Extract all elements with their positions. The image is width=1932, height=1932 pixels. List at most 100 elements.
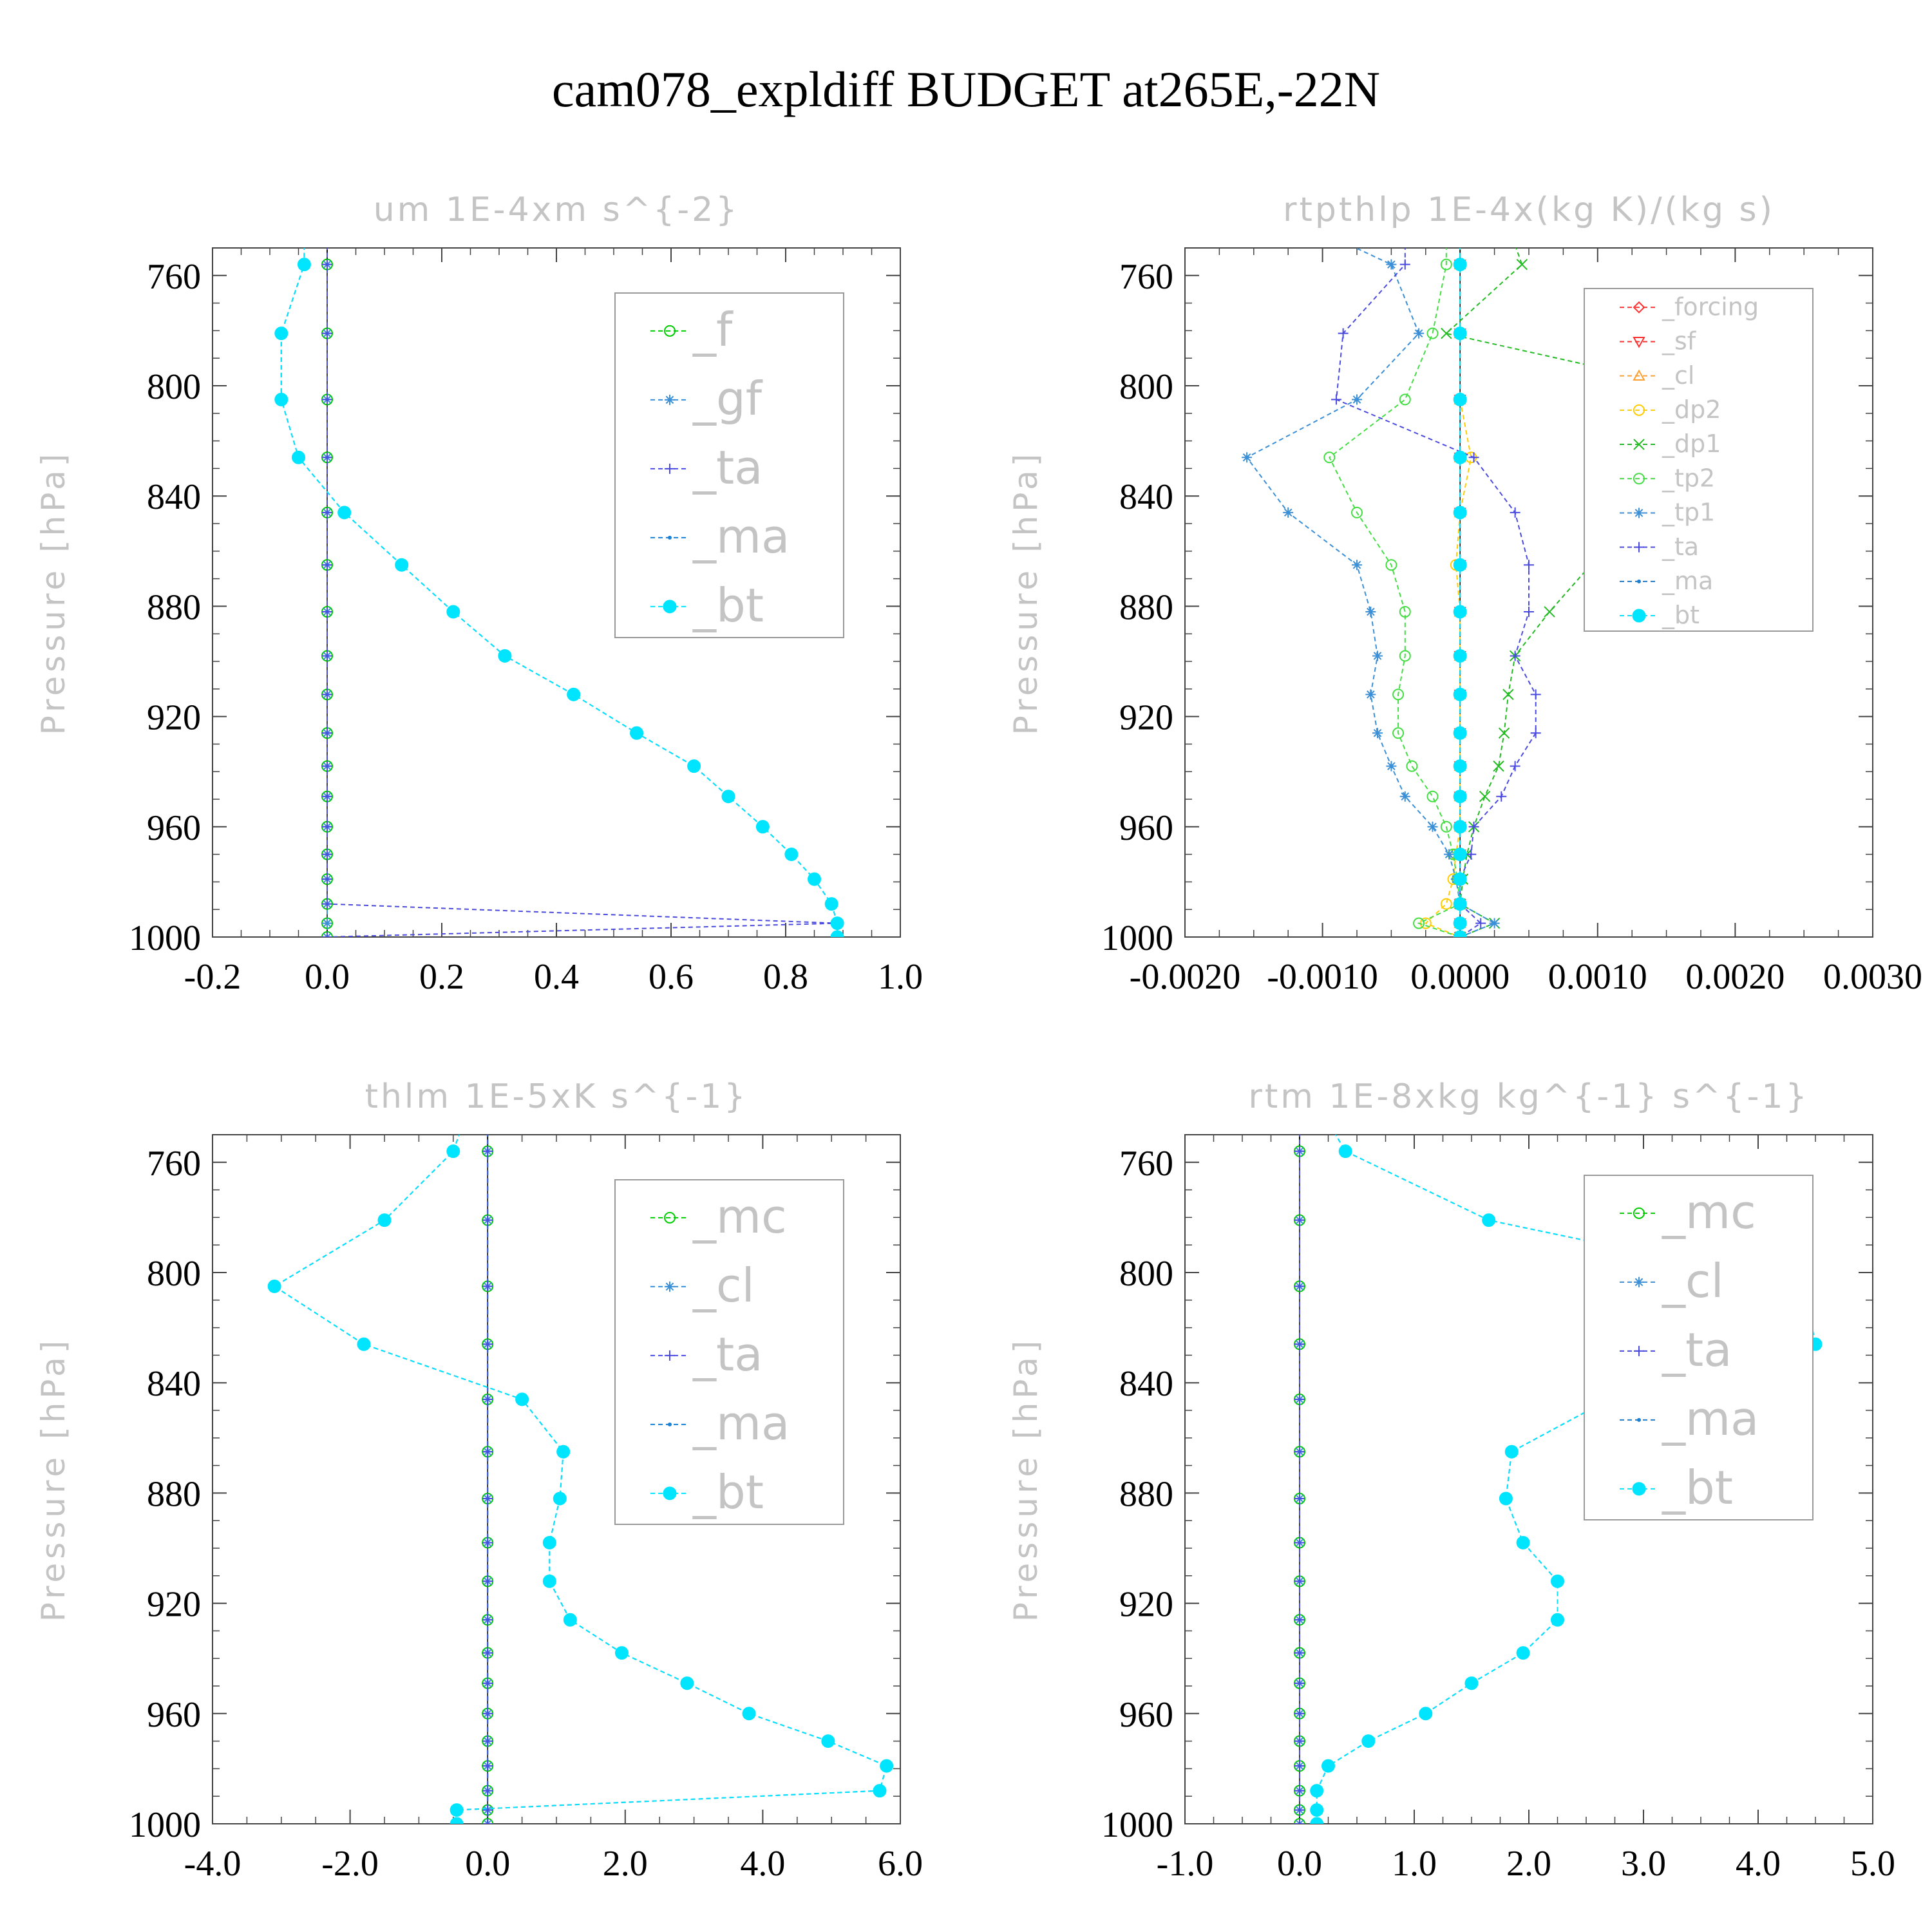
point-bt <box>446 605 460 619</box>
y-axis-label: Pressure [hPa] <box>35 1337 72 1622</box>
x-tick-label: 1.0 <box>1392 1844 1437 1884</box>
x-tick-label: 2.0 <box>1506 1844 1551 1884</box>
point-tp2 <box>1392 727 1405 739</box>
point-dp1 <box>1441 327 1452 339</box>
legend-label: _forcing <box>1662 292 1759 321</box>
series-line-dp2 <box>1424 248 1472 937</box>
point-bt <box>1453 258 1467 272</box>
point-tp1 <box>1372 650 1383 661</box>
point-bt <box>1361 1734 1376 1748</box>
legend-label: _bt <box>1662 601 1700 629</box>
x-tick-label: -2.0 <box>321 1844 379 1884</box>
y-axis-label: Pressure [hPa] <box>1007 450 1045 735</box>
y-tick-label: 1000 <box>1101 918 1173 958</box>
point-ta <box>482 1493 493 1504</box>
point-tp2 <box>1426 327 1439 339</box>
point-tp2 <box>1399 650 1411 662</box>
y-tick-label: 840 <box>147 1364 201 1404</box>
point-dp1 <box>1498 727 1510 739</box>
series-group <box>1242 248 1772 937</box>
point-bt <box>1453 759 1467 773</box>
point-bt <box>395 558 409 572</box>
legend-marker-ma <box>668 1422 672 1426</box>
x-tick-label: 0.0 <box>305 957 350 997</box>
x-tick-label: 4.0 <box>1736 1844 1781 1884</box>
point-dp1 <box>1479 791 1491 802</box>
point-bt <box>830 916 844 931</box>
panels: um 1E-4xm s^{-2} Pressure [hPa] -0.2 0.0 0.2… <box>35 191 1922 1884</box>
y-tick-label: 800 <box>147 1254 201 1294</box>
point-ta <box>1510 650 1520 661</box>
legend-label: _dp1 <box>1662 430 1721 458</box>
x-tick-label: 2.0 <box>603 1844 648 1884</box>
y-tick-label: 960 <box>1119 1695 1173 1735</box>
point-bt <box>274 327 289 341</box>
point-ta <box>1399 259 1410 270</box>
point-ta <box>1294 1678 1305 1689</box>
point-ta <box>1294 1761 1305 1772</box>
point-ta <box>482 1339 493 1350</box>
point-bt <box>808 872 821 886</box>
point-tp2 <box>1392 688 1405 701</box>
legend-label: _ma <box>692 509 790 564</box>
panel-title: um 1E-4xm s^{-2} <box>374 191 740 229</box>
point-ta <box>482 1736 493 1747</box>
point-bt <box>1504 1444 1519 1459</box>
legend-marker-tp1 <box>1634 507 1644 518</box>
legend-marker-dp1 <box>1633 439 1645 450</box>
point-ta <box>1294 1281 1305 1292</box>
point-bt <box>542 1574 556 1588</box>
point-bt <box>357 1337 371 1351</box>
point-bt <box>742 1707 756 1721</box>
point-ta <box>1294 1647 1305 1658</box>
legend-label: _ma <box>1662 1392 1759 1446</box>
point-ta <box>1468 452 1479 463</box>
legend-label: _bt <box>692 578 764 632</box>
series-line-tp1 <box>1245 248 1496 937</box>
point-tp2 <box>1351 506 1363 518</box>
point-ta <box>322 560 332 571</box>
point-ta <box>1475 918 1486 929</box>
point-bt <box>542 1535 556 1549</box>
point-bt <box>680 1676 694 1690</box>
point-ta <box>1510 507 1520 518</box>
point-ta <box>482 1678 493 1689</box>
legend-marker-mc <box>1633 1207 1645 1219</box>
legend-label: _ta <box>1662 1323 1732 1377</box>
point-bt <box>1482 1213 1496 1227</box>
point-bt <box>1453 916 1467 931</box>
x-tick-label: 6.0 <box>878 1844 923 1884</box>
point-ta <box>1294 1708 1305 1719</box>
point-bt <box>267 1279 281 1293</box>
point-bt <box>1551 1574 1564 1588</box>
legend-label: _sf <box>1662 327 1697 355</box>
point-ta <box>322 507 332 518</box>
legend-marker-ta <box>665 463 675 474</box>
point-bt <box>1453 790 1467 804</box>
y-axis-label: Pressure [hPa] <box>35 450 72 735</box>
point-ta <box>322 728 332 739</box>
panel-title: rtm 1E-8xkg kg^{-1} s^{-1} <box>1248 1077 1809 1116</box>
point-tp1 <box>1427 821 1438 832</box>
legend-label: _ma <box>1662 567 1713 595</box>
point-tp1 <box>1242 452 1253 463</box>
point-ta <box>322 874 332 885</box>
point-ta <box>1294 1493 1305 1504</box>
legend-label: _ta <box>692 1327 762 1381</box>
legend-box <box>614 292 844 638</box>
point-bt <box>292 450 305 464</box>
series-group <box>267 1135 894 1824</box>
legend-box <box>1584 1175 1814 1520</box>
legend-label: _tp1 <box>1662 498 1715 527</box>
point-bt <box>556 1444 571 1459</box>
point-bt <box>297 258 311 272</box>
point-bt <box>337 506 352 520</box>
y-tick-label: 800 <box>1119 1254 1173 1294</box>
x-tick-label: 1.0 <box>878 957 923 997</box>
point-bt <box>450 1803 464 1817</box>
point-bt <box>1310 1803 1324 1817</box>
legend-label: _cl <box>692 1258 755 1312</box>
x-tick-label: 3.0 <box>1621 1844 1666 1884</box>
point-ta <box>322 761 332 772</box>
y-tick-label: 920 <box>147 1585 201 1625</box>
